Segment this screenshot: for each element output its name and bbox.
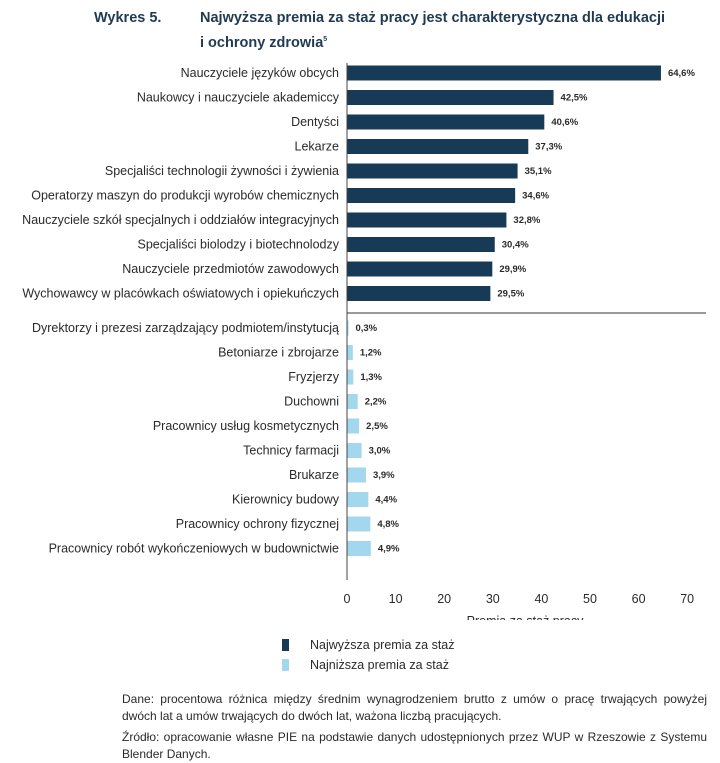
- category-label-lowest: Pracownicy robót wykończeniowych w budow…: [49, 542, 339, 556]
- category-label-lowest: Brukarze: [289, 468, 339, 482]
- category-label-lowest: Dyrektorzy i prezesi zarządzający podmio…: [32, 321, 339, 335]
- bar-lowest: [347, 516, 371, 532]
- bar-chart: Nauczyciele języków obcych 64,6% Naukowcy …: [22, 63, 706, 620]
- value-label-lowest: 3,0%: [369, 446, 391, 457]
- bar-highest: [347, 114, 545, 130]
- title-prefix: Wykres 5.: [94, 10, 162, 26]
- bar-highest: [347, 163, 518, 179]
- bar-lowest: [347, 345, 353, 360]
- category-label-lowest: Duchowni: [284, 395, 339, 409]
- value-label-lowest: 1,3%: [360, 372, 382, 383]
- bar-lowest: [347, 467, 366, 483]
- category-label-highest: Specjaliści biolodzy i biotechnolodzy: [137, 238, 339, 252]
- value-label-highest: 40,6%: [551, 117, 578, 128]
- category-label-highest: Specjaliści technologii żywności i żywie…: [105, 164, 339, 178]
- legend-swatch-lowest: [282, 659, 289, 671]
- bar-lowest: [347, 541, 371, 556]
- legend-swatch-highest: [282, 639, 289, 651]
- bar-lowest: [347, 443, 362, 458]
- bar-highest: [347, 139, 529, 154]
- bar-lowest: [347, 369, 354, 385]
- value-label-highest: 30,4%: [502, 240, 529, 251]
- bar-lowest: [347, 320, 349, 336]
- x-tick-label: 20: [437, 592, 451, 606]
- category-label-highest: Nauczyciele szkół specjalnych i oddziałó…: [22, 213, 339, 227]
- category-label-highest: Lekarze: [295, 140, 340, 154]
- value-label-lowest: 1,2%: [360, 348, 382, 359]
- title-line-1: Najwyższa premia za staż pracy jest char…: [200, 10, 666, 26]
- x-tick-label: 50: [583, 592, 597, 606]
- category-label-lowest: Betoniarze i zbrojarze: [218, 346, 339, 360]
- category-label-highest: Nauczyciele języków obcych: [181, 66, 339, 80]
- x-tick-label: 70: [680, 592, 694, 606]
- x-tick-label: 0: [344, 592, 351, 606]
- bar-highest: [347, 286, 491, 301]
- value-label-lowest: 4,8%: [377, 519, 399, 530]
- x-tick-label: 60: [632, 592, 646, 606]
- category-label-highest: Naukowcy i nauczyciele akademiccy: [137, 91, 340, 105]
- title-footnote-mark: 5: [323, 36, 328, 43]
- bar-highest: [347, 188, 516, 203]
- value-label-highest: 34,6%: [522, 191, 549, 202]
- value-label-highest: 42,5%: [561, 93, 588, 104]
- x-axis-title: Premia za staż pracy: [467, 614, 584, 620]
- bar-lowest: [347, 394, 358, 409]
- bar-highest: [347, 237, 495, 252]
- title-line-2: i ochrony zdrowia5: [200, 29, 327, 54]
- bar-highest: [347, 261, 493, 277]
- value-label-highest: 37,3%: [535, 142, 562, 153]
- value-label-lowest: 4,4%: [375, 495, 397, 506]
- category-label-lowest: Technicy farmacji: [243, 444, 339, 458]
- category-label-highest: Operatorzy maszyn do produkcji wyrobów c…: [31, 189, 339, 203]
- value-label-lowest: 2,2%: [365, 397, 387, 408]
- legend-label-highest: Najwyższa premia za staż: [310, 638, 455, 652]
- category-label-highest: Dentyści: [291, 115, 339, 129]
- category-label-lowest: Pracownicy usług kosmetycznych: [153, 419, 339, 433]
- bar-highest: [347, 212, 507, 228]
- category-label-lowest: Fryzjerzy: [288, 370, 339, 384]
- category-label-lowest: Kierownicy budowy: [232, 493, 340, 507]
- category-label-lowest: Pracownicy ochrony fizycznej: [176, 517, 339, 531]
- value-label-highest: 29,5%: [497, 289, 524, 300]
- title-line-2-text: i ochrony zdrowia: [200, 34, 324, 51]
- bar-lowest: [347, 492, 369, 507]
- value-label-lowest: 0,3%: [355, 323, 377, 334]
- legend-label-lowest: Najniższa premia za staż: [310, 658, 449, 672]
- bar-highest: [347, 90, 554, 105]
- value-label-lowest: 3,9%: [373, 470, 395, 481]
- x-tick-label: 40: [534, 592, 548, 606]
- value-label-lowest: 4,9%: [378, 544, 400, 555]
- value-label-highest: 35,1%: [525, 166, 552, 177]
- bar-lowest: [347, 418, 360, 434]
- bar-highest: [347, 65, 661, 81]
- source-note: Źródło: opracowanie własne PIE na podsta…: [122, 730, 707, 761]
- data-note: Dane: procentowa różnica między średnim …: [122, 692, 707, 723]
- value-label-lowest: 2,5%: [366, 421, 388, 432]
- category-label-highest: Wychowawcy w placówkach oświatowych i op…: [22, 287, 339, 301]
- value-label-highest: 64,6%: [668, 68, 695, 79]
- category-label-highest: Nauczyciele przedmiotów zawodowych: [122, 262, 339, 276]
- value-label-highest: 29,9%: [499, 264, 526, 275]
- value-label-highest: 32,8%: [513, 215, 540, 226]
- x-tick-label: 30: [486, 592, 500, 606]
- x-tick-label: 10: [389, 592, 403, 606]
